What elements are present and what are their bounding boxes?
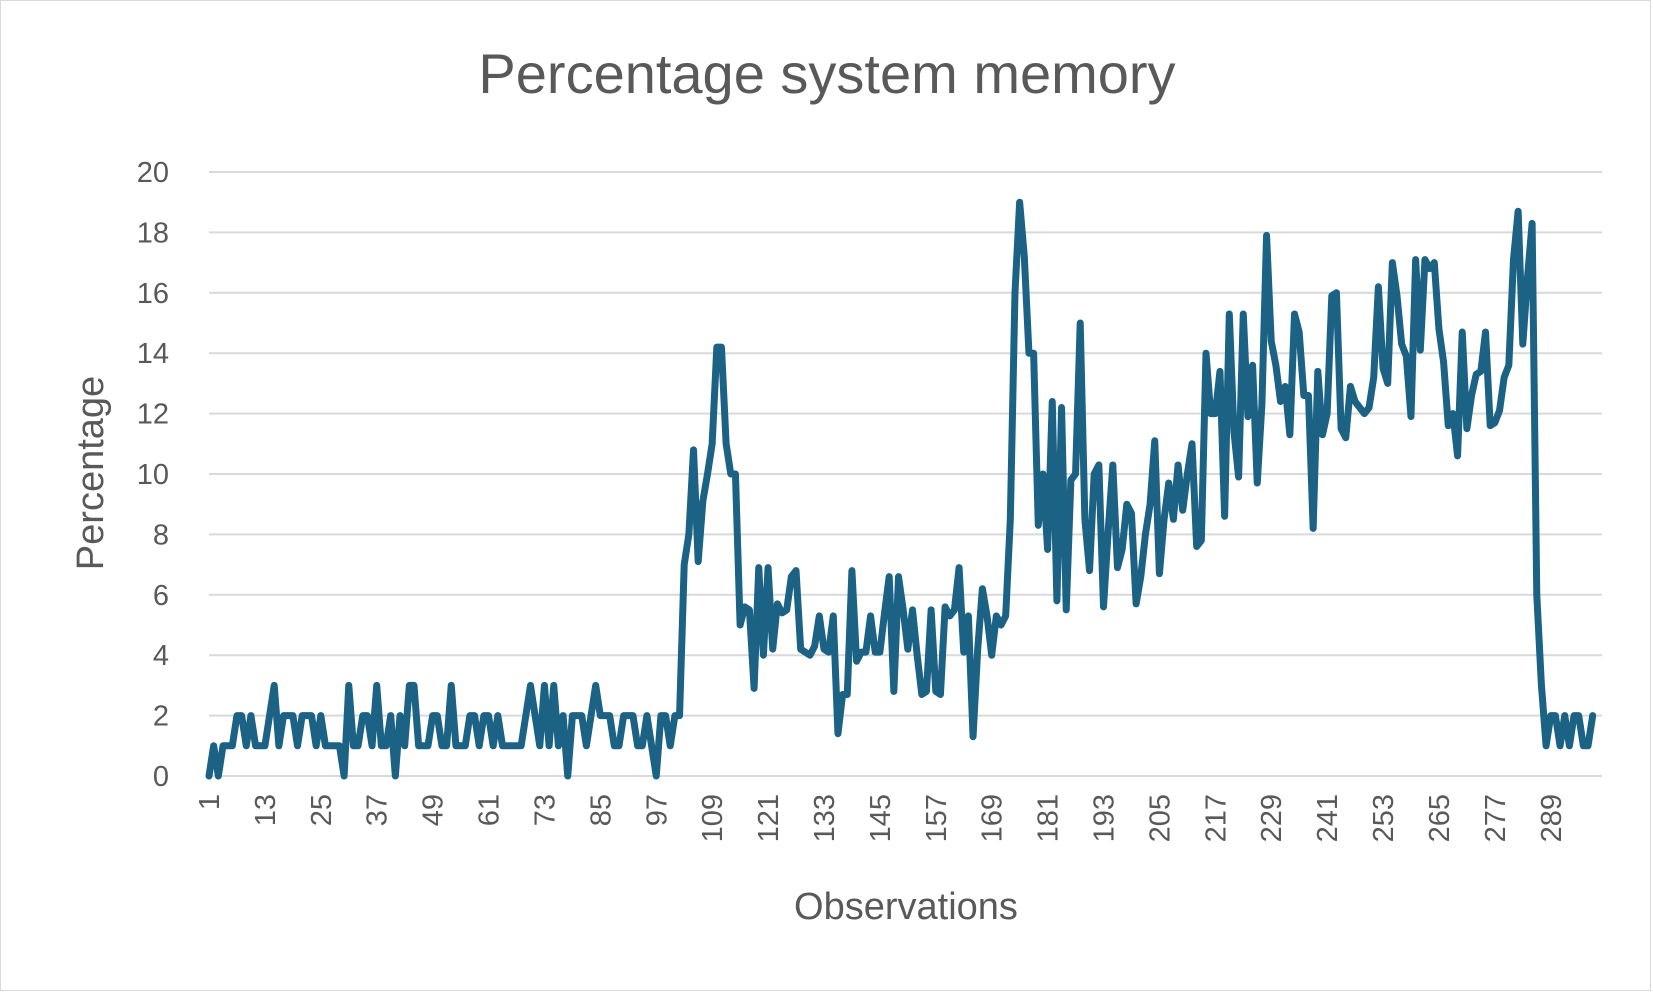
x-tick-label: 109	[697, 794, 729, 842]
x-axis-ticks: 1 13 25 37 49 61 73 85 97 109 121 133 145 157 169 181 19…	[194, 794, 1568, 842]
series-line	[205, 198, 1597, 780]
x-tick-label: 193	[1089, 794, 1121, 842]
y-tick-label: 16	[137, 278, 169, 310]
x-tick-label: 289	[1536, 794, 1568, 842]
x-tick-label: 61	[474, 794, 506, 826]
x-tick-label: 121	[753, 794, 785, 842]
gridlines	[209, 171, 1602, 777]
x-tick-label: 217	[1200, 794, 1232, 842]
x-tick-label: 205	[1144, 794, 1176, 842]
x-tick-label: 241	[1312, 794, 1344, 842]
x-tick-label: 277	[1480, 794, 1512, 842]
y-tick-label: 4	[153, 640, 169, 672]
x-tick-label: 25	[306, 794, 338, 826]
y-tick-label: 12	[137, 399, 169, 431]
y-tick-label: 18	[137, 217, 169, 249]
x-tick-label: 145	[865, 794, 897, 842]
y-tick-label: 10	[137, 459, 169, 491]
x-axis-label: Observations	[794, 886, 1018, 928]
y-tick-label: 14	[137, 338, 169, 370]
x-tick-label: 85	[585, 794, 617, 826]
x-tick-label: 253	[1368, 794, 1400, 842]
x-tick-label: 97	[641, 794, 673, 826]
x-tick-label: 169	[977, 794, 1009, 842]
y-axis-label: Percentage	[70, 376, 112, 570]
y-tick-label: 6	[153, 580, 169, 612]
x-tick-label: 37	[362, 794, 394, 826]
y-tick-label: 20	[137, 157, 169, 189]
x-tick-label: 133	[809, 794, 841, 842]
x-tick-label: 1	[194, 794, 226, 810]
y-tick-label: 2	[153, 701, 169, 733]
x-tick-label: 181	[1033, 794, 1065, 842]
chart-title: Percentage system memory	[478, 42, 1175, 105]
y-tick-label: 8	[153, 519, 169, 551]
x-tick-label: 73	[529, 794, 561, 826]
x-tick-label: 13	[250, 794, 282, 826]
series-layer	[205, 198, 1597, 780]
x-tick-label: 265	[1424, 794, 1456, 842]
x-tick-label: 49	[418, 794, 450, 826]
x-tick-label: 229	[1256, 794, 1288, 842]
y-axis-ticks: 0 2 4 6 8 10 12 14 16 18 20	[137, 157, 169, 793]
x-tick-label: 157	[921, 794, 953, 842]
y-tick-label: 0	[153, 761, 169, 793]
